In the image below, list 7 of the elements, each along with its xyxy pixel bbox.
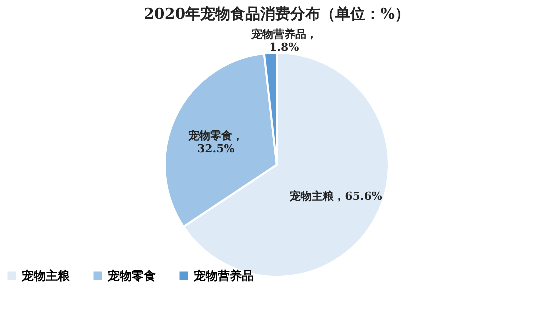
chart-title: 2020年宠物食品消费分布（单位：%）	[144, 5, 410, 23]
data-label: 宠物零食， 32.5%	[188, 130, 244, 156]
legend-label: 宠物营养品	[193, 269, 254, 283]
data-label: 宠物营养品， 1.8%	[250, 28, 318, 54]
data-label: 宠物主粮，65.6%	[289, 190, 383, 203]
legend-label: 宠物零食	[107, 269, 156, 283]
legend-label: 宠物主粮	[21, 269, 71, 283]
